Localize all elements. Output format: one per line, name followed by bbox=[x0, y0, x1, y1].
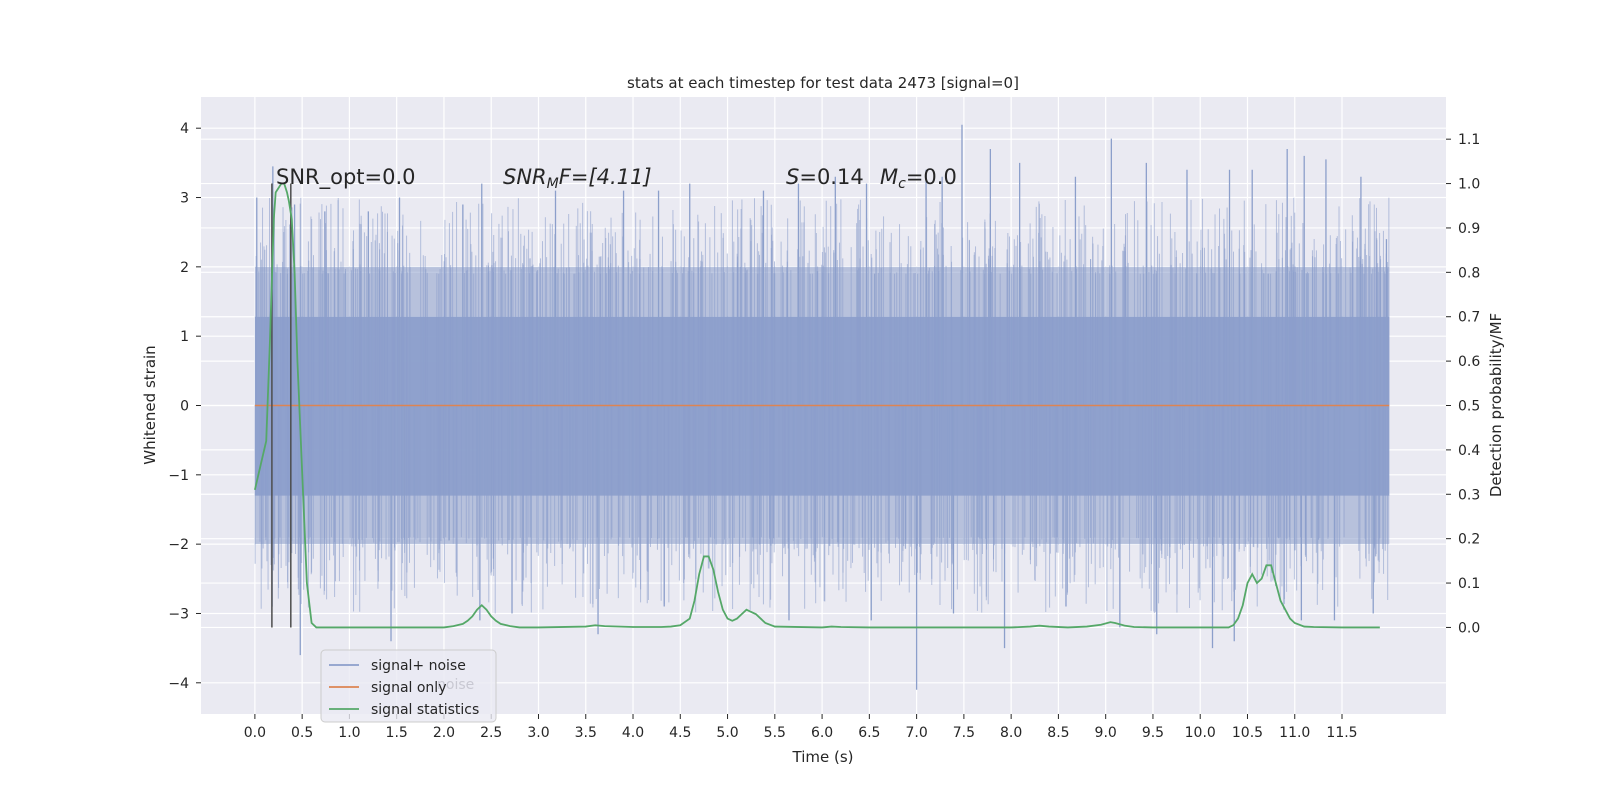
annotation-s: S=0.14 bbox=[786, 165, 864, 189]
x-tick-label: 0.0 bbox=[244, 725, 266, 741]
y2-tick-label: 0.0 bbox=[1458, 620, 1480, 636]
x-tick-label: 7.0 bbox=[905, 725, 927, 741]
y2-tick-label: 0.1 bbox=[1458, 576, 1480, 592]
legend-label-signal-only: signal only bbox=[371, 680, 446, 696]
x-tick-label: 10.0 bbox=[1185, 725, 1216, 741]
x-tick-label: 4.5 bbox=[669, 725, 691, 741]
y-tick-label: −3 bbox=[168, 606, 189, 622]
legend: noise signal+ noise signal only signal s… bbox=[320, 649, 497, 723]
y2-axis-ticks: 0.0 0.1 0.2 0.3 0.4 0.5 0.6 0.7 0.8 0.9 1.0 1.1 bbox=[1446, 132, 1480, 636]
x-axis-label: Time (s) bbox=[792, 748, 854, 766]
y-tick-label: 4 bbox=[180, 121, 189, 137]
x-tick-label: 8.0 bbox=[1000, 725, 1022, 741]
x-axis-ticks: 0.0 0.5 1.0 1.5 2.0 2.5 3.0 3.5 4.0 4.5 5.0 5.5 6.0 6… bbox=[244, 714, 1358, 741]
x-tick-label: 3.0 bbox=[527, 725, 549, 741]
y2-tick-label: 0.9 bbox=[1458, 221, 1480, 237]
y2-tick-label: 0.4 bbox=[1458, 443, 1480, 459]
y-tick-label: 3 bbox=[180, 191, 189, 207]
y2-tick-label: 0.7 bbox=[1458, 310, 1480, 326]
signal-statistics-line bbox=[254, 182, 1380, 629]
y-tick-label: −4 bbox=[168, 676, 189, 692]
x-tick-label: 11.0 bbox=[1279, 725, 1310, 741]
y2-tick-label: 0.3 bbox=[1458, 487, 1480, 503]
x-tick-label: 11.5 bbox=[1326, 725, 1357, 741]
x-tick-label: 3.5 bbox=[575, 725, 597, 741]
y-tick-label: 1 bbox=[180, 329, 189, 345]
annotation-snr-mf: SNRMF=[4.11] bbox=[503, 165, 652, 192]
x-tick-label: 4.0 bbox=[622, 725, 644, 741]
x-tick-label: 7.5 bbox=[953, 725, 975, 741]
x-tick-label: 6.0 bbox=[811, 725, 833, 741]
y-tick-label: −2 bbox=[168, 537, 189, 553]
y2-tick-label: 0.8 bbox=[1458, 265, 1480, 281]
x-tick-label: 2.5 bbox=[480, 725, 502, 741]
legend-box bbox=[320, 649, 497, 723]
x-tick-label: 10.5 bbox=[1232, 725, 1263, 741]
y2-tick-label: 1.1 bbox=[1458, 132, 1480, 148]
x-tick-label: 5.0 bbox=[716, 725, 738, 741]
x-tick-label: 5.5 bbox=[764, 725, 786, 741]
x-tick-label: 9.5 bbox=[1142, 725, 1164, 741]
y-tick-label: 0 bbox=[180, 399, 189, 415]
y2-tick-label: 0.6 bbox=[1458, 354, 1480, 370]
y-tick-label: −1 bbox=[168, 468, 189, 484]
y-tick-label: 2 bbox=[180, 260, 189, 276]
x-tick-label: 0.5 bbox=[291, 725, 313, 741]
legend-label-signal-statistics: signal statistics bbox=[371, 702, 479, 718]
y2-tick-label: 0.2 bbox=[1458, 532, 1480, 548]
y-axis-label: Whitened strain bbox=[141, 345, 159, 464]
annotation-mc: Mc=0.0 bbox=[880, 165, 957, 192]
y2-axis-label: Detection probability/MF bbox=[1487, 313, 1505, 497]
x-tick-label: 2.0 bbox=[433, 725, 455, 741]
legend-ghost-text: noise bbox=[437, 677, 474, 693]
y2-tick-label: 1.0 bbox=[1458, 177, 1480, 193]
x-tick-label: 1.5 bbox=[386, 725, 408, 741]
legend-label-signal-noise: signal+ noise bbox=[371, 658, 466, 674]
annotation-snr-opt: SNR_opt=0.0 bbox=[276, 165, 416, 190]
x-tick-label: 8.5 bbox=[1047, 725, 1069, 741]
x-tick-label: 6.5 bbox=[858, 725, 880, 741]
x-tick-label: 9.0 bbox=[1095, 725, 1117, 741]
y-axis-ticks: −4 −3 −2 −1 0 1 2 3 4 bbox=[168, 121, 201, 692]
chart-title: stats at each timestep for test data 247… bbox=[627, 74, 1019, 92]
signal-statistics-series bbox=[254, 182, 1380, 629]
y2-tick-label: 0.5 bbox=[1458, 399, 1480, 415]
x-tick-label: 1.0 bbox=[338, 725, 360, 741]
